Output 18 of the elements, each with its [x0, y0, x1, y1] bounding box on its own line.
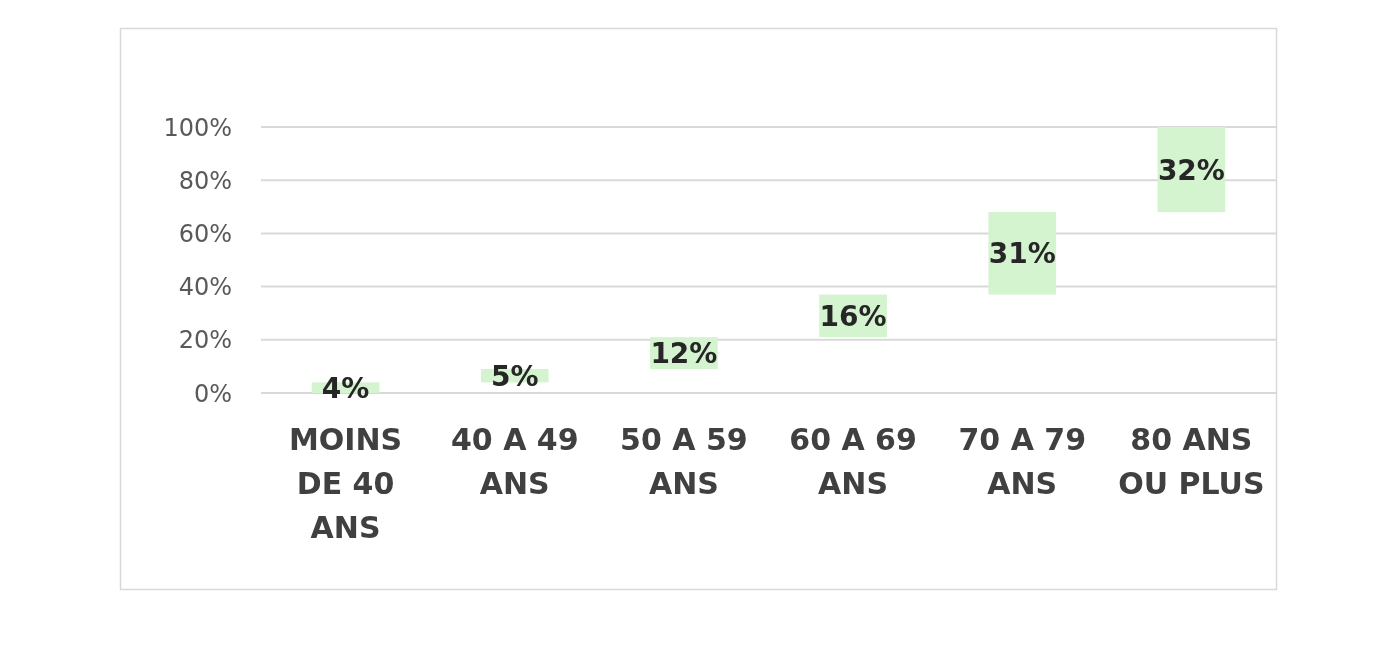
- y-tick-label: 80%: [178, 166, 232, 195]
- x-tick-label: MOINS DE 40 ANS: [288, 422, 403, 545]
- y-tick-label: 40%: [178, 273, 232, 302]
- y-tick-label: 60%: [178, 220, 232, 249]
- y-tick-label: 0%: [193, 379, 232, 408]
- data-label: 16%: [819, 299, 887, 333]
- data-label: 12%: [650, 337, 718, 371]
- y-tick-label: 100%: [163, 113, 232, 142]
- data-label: 31%: [988, 237, 1056, 271]
- data-label: 5%: [490, 359, 539, 393]
- x-tick-label: 70 A 79 ANS: [958, 422, 1087, 501]
- x-tick-label: 50 A 59 ANS: [620, 422, 748, 501]
- data-label: 32%: [1157, 153, 1225, 187]
- x-tick-label: 80 ANS OU PLUS: [1118, 422, 1265, 501]
- x-tick-label: 40 A 49 ANS: [450, 422, 579, 501]
- y-tick-label: 20%: [178, 326, 232, 355]
- data-label: 4%: [321, 371, 370, 405]
- x-tick-label: 60 A 69 ANS: [789, 422, 917, 501]
